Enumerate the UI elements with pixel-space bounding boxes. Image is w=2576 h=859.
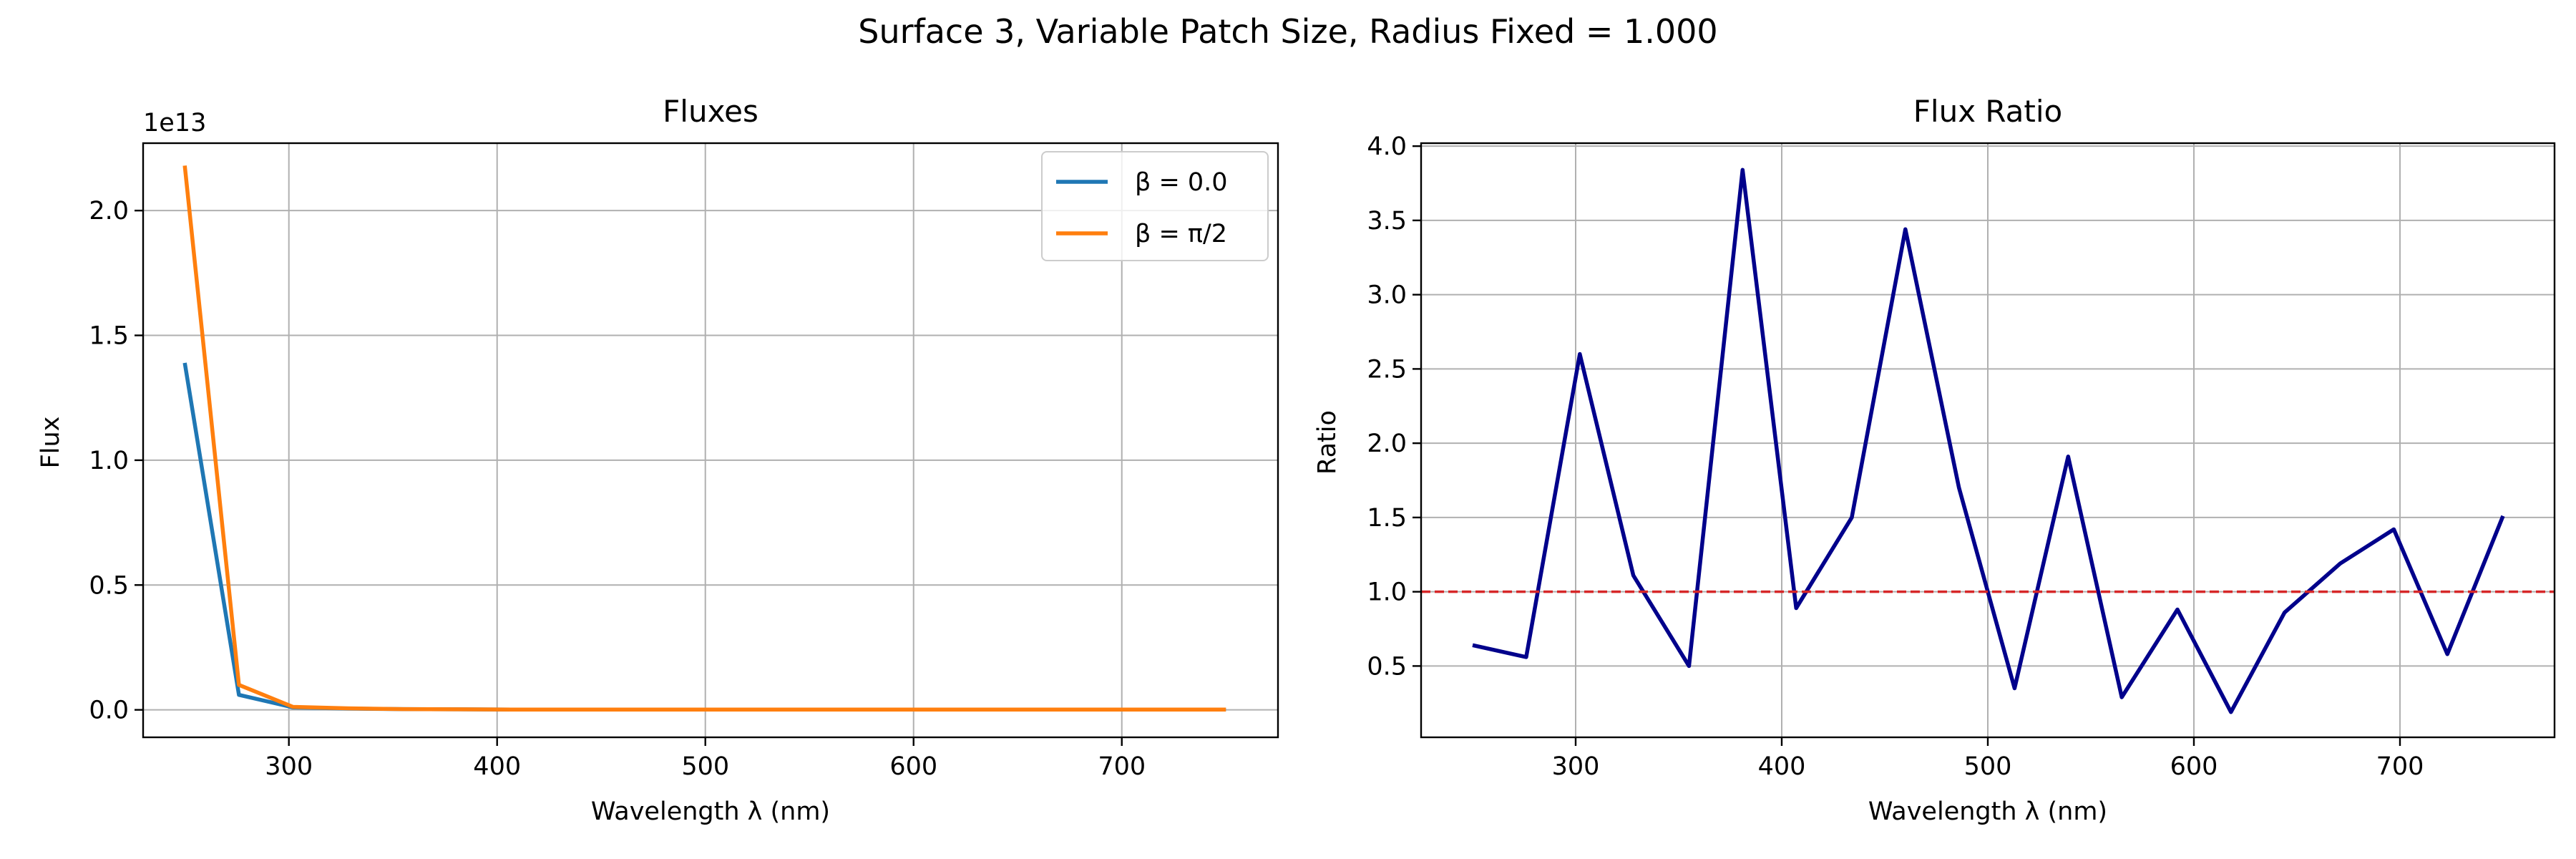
- x-tick-label: 700: [1098, 752, 1146, 781]
- flux-ratio-panel: Flux Ratio Wavelength λ (nm) Ratio 300 40…: [1313, 94, 2556, 826]
- fluxes-xlabel: Wavelength λ (nm): [591, 797, 830, 826]
- fluxes-ticks: 300 400 500 600 700 0.0 0.5 1.0 1.5 2.0: [89, 197, 1146, 781]
- fluxes-lines: [182, 165, 1226, 712]
- fluxes-ylabel: Flux: [36, 417, 65, 469]
- legend-label-beta-0: β = 0.0: [1135, 168, 1228, 197]
- flux-ratio-lines: [1421, 168, 2555, 714]
- figure-suptitle: Surface 3, Variable Patch Size, Radius F…: [858, 12, 1717, 51]
- y-tick-label: 3.5: [1367, 207, 1407, 236]
- x-tick-label: 500: [681, 752, 729, 781]
- x-tick-label: 700: [2376, 752, 2424, 781]
- x-tick-label: 600: [2170, 752, 2218, 781]
- y-tick-label: 2.0: [1367, 430, 1407, 458]
- y-tick-label: 4.0: [1367, 132, 1407, 161]
- flux-ratio-axes-frame: [1420, 142, 2556, 739]
- flux-ratio-grid: [1421, 143, 2555, 737]
- y-tick-label: 1.5: [89, 322, 129, 351]
- x-tick-label: 300: [1552, 752, 1600, 781]
- flux-ratio-title: Flux Ratio: [1913, 94, 2062, 129]
- flux-ratio-xlabel: Wavelength λ (nm): [1868, 797, 2107, 826]
- fluxes-offset-label: 1e13: [143, 109, 206, 137]
- y-tick-label: 2.5: [1367, 355, 1407, 384]
- y-tick-label: 0.5: [89, 571, 129, 600]
- fluxes-axes-frame: [142, 142, 1279, 739]
- fluxes-legend: β = 0.0 β = π/2: [1041, 151, 1269, 261]
- x-tick-label: 400: [473, 752, 521, 781]
- x-tick-label: 500: [1964, 752, 2012, 781]
- flux-ratio-ticks: 300 400 500 600 700 0.5 1.0 1.5 2.0 2.5 3.0 3.5 4.0: [1367, 132, 2424, 781]
- y-tick-label: 1.5: [1367, 504, 1407, 533]
- y-tick-label: 2.0: [89, 197, 129, 225]
- fluxes-title: Fluxes: [663, 94, 758, 129]
- y-tick-label: 0.0: [89, 697, 129, 725]
- y-tick-label: 1.0: [1367, 578, 1407, 607]
- y-tick-label: 0.5: [1367, 652, 1407, 681]
- y-tick-label: 1.0: [89, 447, 129, 475]
- x-tick-label: 300: [265, 752, 313, 781]
- x-tick-label: 600: [889, 752, 937, 781]
- flux-ratio-ylabel: Ratio: [1313, 410, 1342, 475]
- fluxes-panel: Fluxes 1e13 Wavelength λ (nm) Flux 300 40…: [36, 94, 1279, 826]
- series-line-1: [182, 165, 1226, 712]
- y-tick-label: 3.0: [1367, 281, 1407, 310]
- legend-label-beta-pi-2: β = π/2: [1135, 220, 1227, 248]
- x-tick-label: 400: [1758, 752, 1806, 781]
